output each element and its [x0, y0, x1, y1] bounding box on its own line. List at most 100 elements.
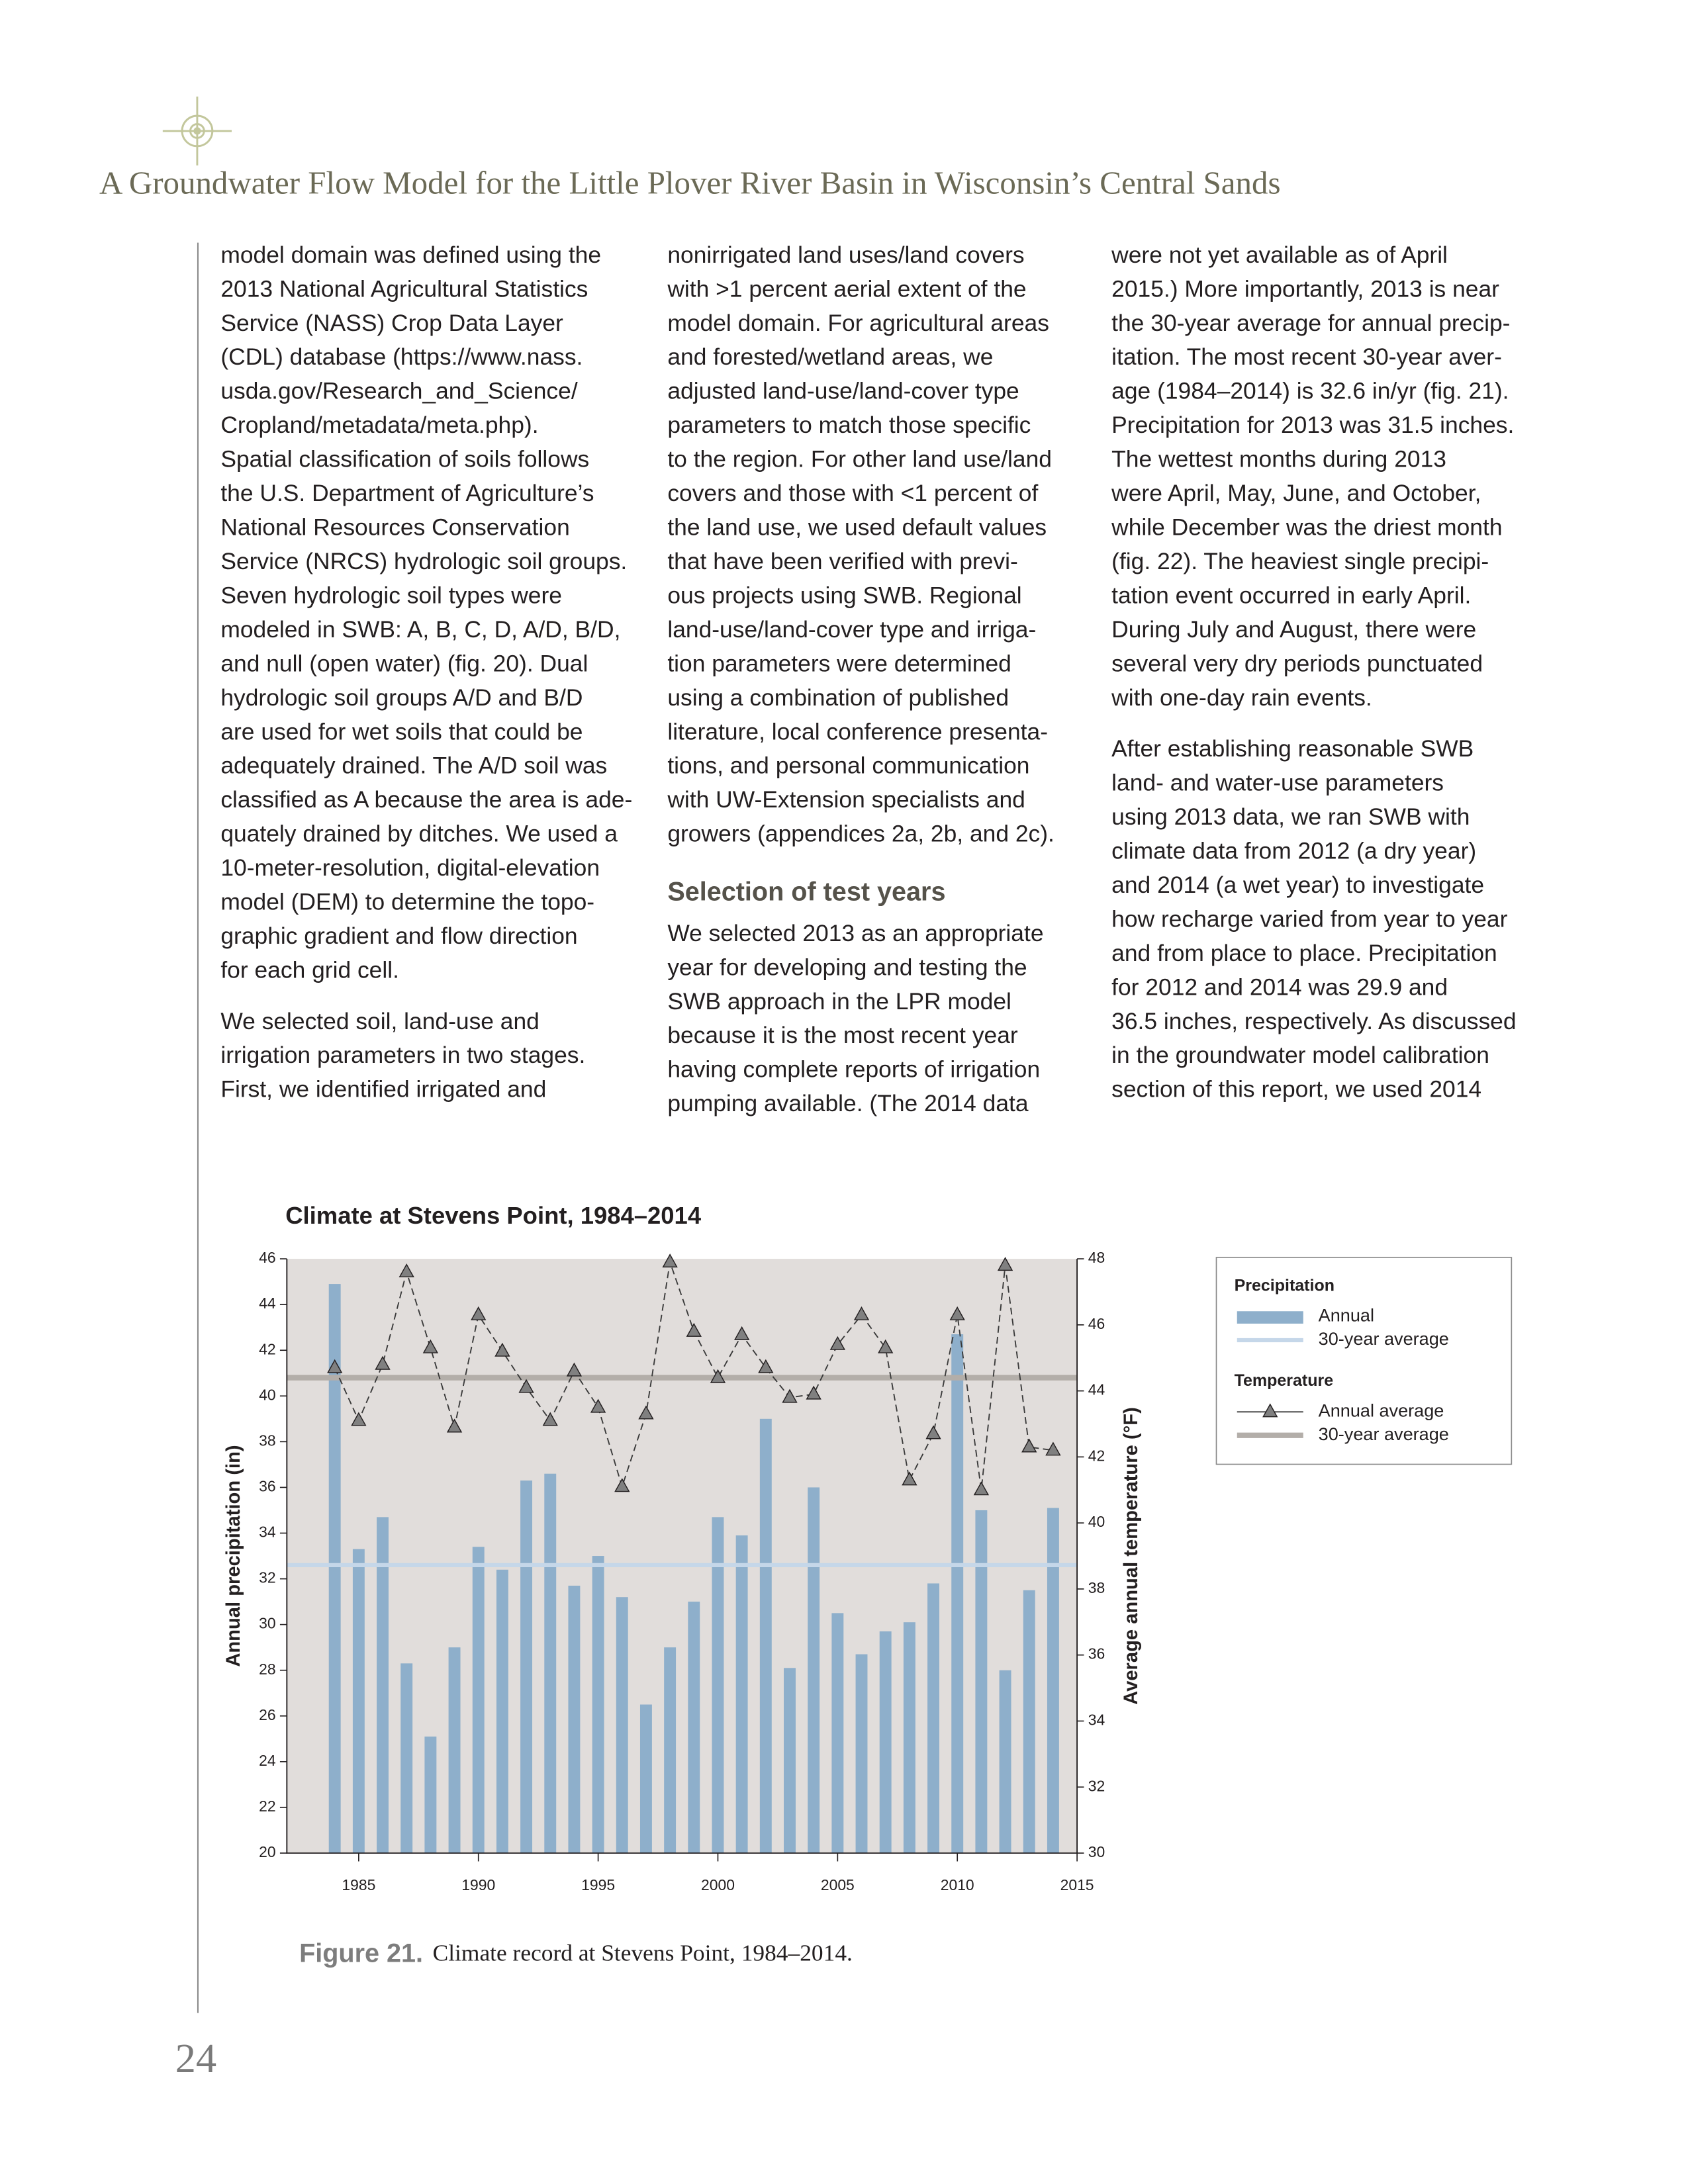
temperature-marker: [949, 1306, 965, 1320]
body-text-line: several very dry periods punctuated: [1111, 650, 1483, 676]
x-tick-label: 2015: [1060, 1876, 1094, 1893]
temperature-marker: [542, 1412, 558, 1426]
y-tick-label: 34: [259, 1524, 276, 1541]
body-text-line: model domain was defined using the: [220, 242, 601, 268]
y2-tick-label: 48: [1088, 1249, 1105, 1266]
precipitation-bar: [592, 1556, 604, 1853]
body-text-line: Seven hydrologic soil types were: [220, 582, 562, 608]
body-text-line: were not yet available as of April: [1111, 242, 1448, 268]
body-text-line: model (DEM) to determine the topo-: [220, 889, 594, 915]
body-text-line: 2013 National Agricultural Statistics: [220, 275, 588, 302]
y2-tick-label: 34: [1088, 1711, 1105, 1729]
body-text-line: land- and water-use parameters: [1111, 770, 1444, 796]
body-text-line: During July and August, there were: [1111, 616, 1476, 643]
body-text-line: 36.5 inches, respectively. As discussed: [1111, 1008, 1516, 1034]
temperature-marker: [853, 1306, 870, 1320]
body-text-line: Spatial classification of soils follows: [220, 446, 589, 473]
temperature-marker: [399, 1263, 414, 1278]
body-text-line: We selected soil, land-use and: [220, 1008, 539, 1034]
body-text-line: the 30-year average for annual precip-: [1111, 310, 1510, 336]
body-text-line: Service (NRCS) hydrologic soil groups.: [220, 548, 627, 574]
body-text-line: the land use, we used default values: [667, 514, 1047, 541]
temperature-marker: [566, 1362, 583, 1377]
precipitation-bar: [759, 1418, 772, 1853]
y2-axis-label: Average annual temperature (°F): [1121, 1407, 1142, 1705]
precipitation-bar: [927, 1583, 939, 1853]
precipitation-bar: [472, 1547, 485, 1853]
temperature-marker: [614, 1478, 630, 1492]
body-text-line: First, we identified irrigated and: [220, 1076, 546, 1103]
body-text-line: itation. The most recent 30-year aver-: [1111, 343, 1502, 370]
plot-background: [287, 1259, 1078, 1853]
precipitation-bar: [808, 1487, 820, 1853]
body-text-line: and 2014 (a wet year) to investigate: [1111, 872, 1484, 898]
legend-swatch: [1262, 1403, 1278, 1418]
temperature-marker: [590, 1398, 606, 1413]
precipitation-bar: [352, 1549, 365, 1853]
body-text-line: modeled in SWB: A, B, C, D, A/D, B/D,: [220, 616, 620, 643]
x-tick-label: 1985: [342, 1876, 375, 1893]
temperature-marker: [973, 1481, 990, 1496]
body-text-line: tions, and personal communication: [667, 752, 1029, 779]
body-text-line: and from place to place. Precipitation: [1111, 940, 1497, 966]
caption-text: Climate record at Stevens Point, 1984–20…: [433, 1939, 853, 1966]
legend-box: [1215, 1257, 1513, 1465]
temperature-marker: [758, 1359, 774, 1373]
precipitation-bar: [855, 1654, 868, 1853]
precipitation-bar: [975, 1510, 988, 1853]
legend-label: Annual average: [1319, 1400, 1444, 1420]
y-tick-label: 40: [259, 1386, 275, 1403]
plot-frame: [286, 1259, 1078, 1854]
temperature-marker: [518, 1379, 534, 1393]
temperature-marker: [733, 1326, 750, 1340]
logo: [162, 96, 232, 166]
precipitation-bar: [951, 1334, 964, 1853]
precipitation-bar: [664, 1647, 677, 1853]
body-text-line: the U.S. Department of Agriculture’s: [220, 480, 594, 506]
body-text-line: how recharge varied from year to year: [1111, 905, 1507, 932]
precipitation-bar: [448, 1647, 461, 1853]
precipitation-bar: [903, 1622, 915, 1853]
precipitation-bar: [544, 1473, 557, 1853]
body-text-line: classified as A because the area is ade-: [220, 786, 632, 813]
precipitation-bar: [831, 1613, 844, 1853]
body-text-line: using 2013 data, we ran SWB with: [1111, 803, 1470, 830]
x-tick-label: 2005: [821, 1876, 855, 1893]
temperature-marker: [829, 1336, 845, 1350]
y-tick-label: 46: [259, 1249, 275, 1266]
caption-label: Figure 21.: [299, 1939, 423, 1968]
temperature-marker: [351, 1412, 367, 1426]
y2-tick-label: 36: [1088, 1645, 1105, 1662]
temperature-marker: [710, 1369, 726, 1383]
body-text-line: for each grid cell.: [220, 956, 399, 983]
y-tick-label: 22: [259, 1797, 275, 1815]
body-text-line: for 2012 and 2014 was 29.9 and: [1111, 974, 1448, 1000]
body-text-line: nonirrigated land uses/land covers: [667, 242, 1024, 268]
body-text-line: age (1984–2014) is 32.6 in/yr (fig. 21).: [1111, 378, 1509, 404]
precipitation-bar: [879, 1631, 892, 1853]
temperature-marker: [638, 1405, 654, 1420]
x-tick-label: 2010: [941, 1876, 974, 1893]
y-tick-label: 24: [259, 1752, 276, 1769]
body-text-line: and forested/wetland areas, we: [667, 343, 993, 370]
body-text-line: We selected 2013 as an appropriate: [667, 920, 1043, 946]
body-text-line: model domain. For agricultural areas: [667, 310, 1049, 336]
body-text-line: hydrologic soil groups A/D and B/D: [220, 684, 583, 711]
body-text-line: (fig. 22). The heaviest single precipi-: [1111, 548, 1489, 574]
body-text-line: covers and those with <1 percent of: [667, 480, 1038, 506]
body-text-line: with UW-Extension specialists and: [667, 786, 1025, 813]
body-text-line: ous projects using SWB. Regional: [667, 582, 1021, 608]
body-text-line: The wettest months during 2013: [1111, 446, 1446, 473]
precipitation-bar: [520, 1480, 533, 1853]
body-text-line: graphic gradient and flow direction: [220, 923, 577, 949]
temperature-marker: [494, 1342, 510, 1357]
body-text-line: while December was the driest month: [1111, 514, 1502, 541]
y-tick-label: 36: [259, 1477, 275, 1494]
precipitation-bar: [999, 1670, 1011, 1853]
body-text-line: adjusted land-use/land-cover type: [667, 378, 1019, 404]
body-text-line: were April, May, June, and October,: [1111, 480, 1481, 506]
temperature-marker: [471, 1306, 487, 1320]
body-text-line: After establishing reasonable SWB: [1111, 735, 1474, 762]
body-text-line: that have been verified with previ-: [667, 548, 1017, 574]
